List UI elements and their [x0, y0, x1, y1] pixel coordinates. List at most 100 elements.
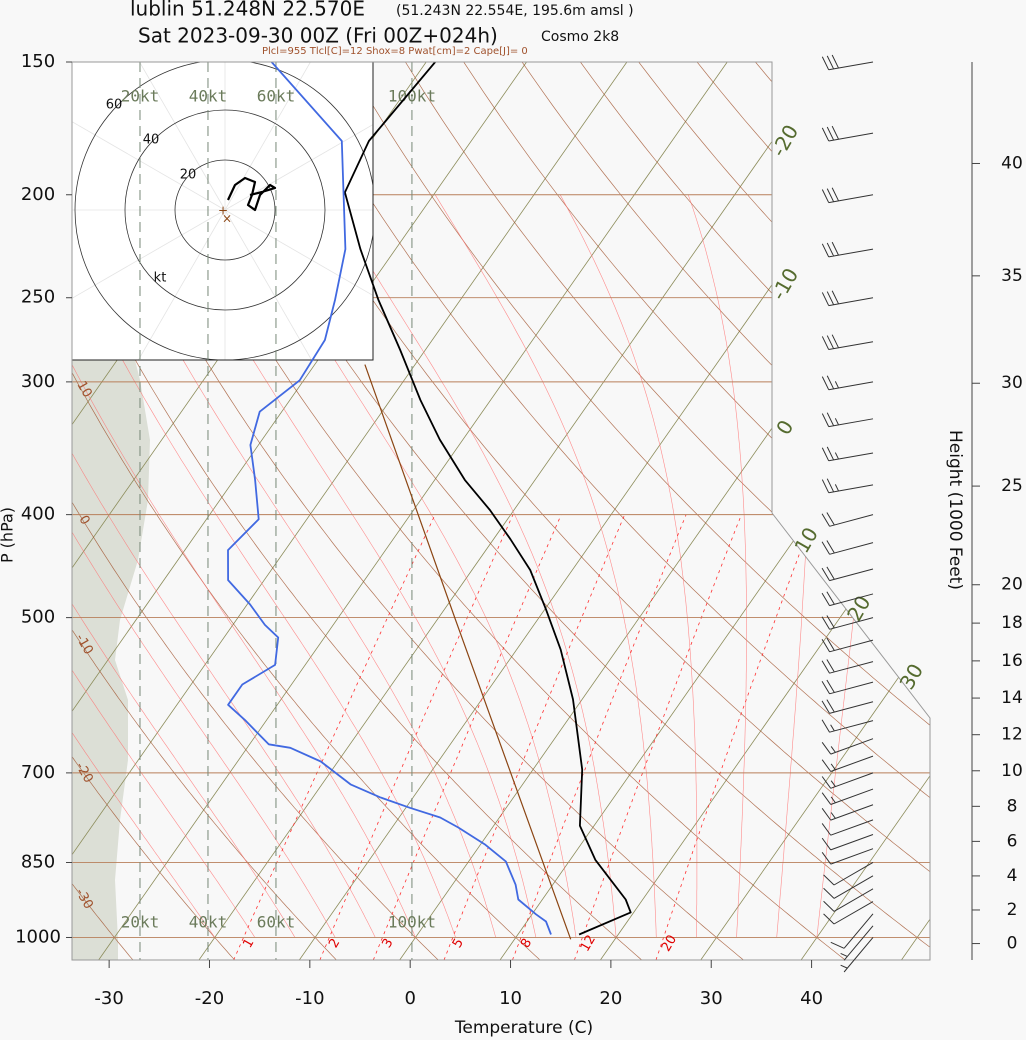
wind-barb [823, 862, 874, 886]
wind-barb [821, 615, 874, 630]
wind-scale-label: 60kt [257, 913, 296, 932]
x-tick-label: 40 [800, 988, 823, 1009]
moist-adiabat [72, 194, 215, 938]
hodograph-ring [74, 62, 373, 360]
hodograph-unit: kt [154, 271, 167, 286]
wind-barb [821, 659, 874, 674]
wind-barb [830, 913, 874, 949]
wind-barb [821, 772, 874, 789]
moist-adiabat [235, 194, 577, 938]
wind-barb [821, 804, 874, 821]
mixing-ratio-line [574, 514, 742, 960]
indices: Plcl=955 Tlcl[C]=12 Shox=8 Pwat[cm]=2 Ca… [262, 46, 528, 57]
moist-adiabat [434, 194, 657, 938]
x-tick-label: 10 [499, 988, 522, 1009]
hodograph-ring-label: 20 [180, 168, 197, 183]
y-tick-label: 150 [21, 51, 55, 72]
profiles [227, 62, 632, 940]
isotherm [72, 62, 628, 960]
moist-adiabat [95, 194, 496, 938]
y-axis-label: P (hPa) [0, 507, 17, 563]
wind-barb [821, 54, 874, 71]
wind-barb [821, 679, 874, 695]
wind-barb [821, 187, 874, 204]
wind-scale-label: 20kt [121, 87, 160, 106]
profile-line [227, 62, 552, 935]
title: lublin 51.248N 22.570E [130, 0, 365, 21]
wind-barb [821, 591, 874, 607]
y-tick-label: 700 [21, 762, 55, 783]
y2-tick-label: 8 [1007, 796, 1018, 816]
isotherm [72, 62, 527, 960]
moist-adiabat [72, 194, 296, 938]
wind-barb [840, 925, 874, 961]
wind-barb [821, 788, 874, 805]
mixing-ratio-line [372, 514, 562, 960]
x-tick-label: -20 [195, 988, 224, 1009]
moist-adiabat [72, 194, 256, 938]
y2-tick-label: 20 [1001, 575, 1023, 595]
wind-barb [821, 719, 874, 733]
wind-barb [821, 290, 874, 307]
wind-barb [821, 834, 874, 851]
mixing-ratio-label: 12 [578, 933, 599, 955]
isotherm [98, 62, 728, 960]
wind-barb [823, 875, 874, 899]
x-axis-label: Temperature (C) [454, 1018, 593, 1038]
model: Cosmo 2k8 [541, 29, 619, 45]
y2-tick-label: 14 [1001, 688, 1023, 708]
wind-barb [821, 125, 874, 142]
moist-adiabat [72, 194, 416, 938]
x-tick-label: 0 [404, 988, 415, 1009]
isotherm [800, 62, 930, 960]
y-tick-label: 250 [21, 287, 55, 308]
moist-adiabat [159, 194, 537, 938]
y2-tick-label: 25 [1001, 476, 1023, 496]
dry-adiabat [72, 62, 439, 960]
profile-line [343, 62, 632, 936]
mixing-ratio-line [319, 514, 514, 960]
profile-line [364, 364, 572, 940]
wind-scale-label: 60kt [257, 87, 296, 106]
dry-adiabat [72, 62, 337, 960]
wind-scale-label: 20kt [121, 913, 160, 932]
mixing-ratio-line [443, 514, 626, 960]
y2-tick-label: 10 [1001, 761, 1023, 781]
wind-barb [823, 888, 874, 912]
mixing-ratio-line [512, 514, 687, 960]
dry-adiabat-label: 10 [73, 379, 94, 401]
wind-barb [821, 699, 874, 714]
moist-adiabat [72, 194, 336, 938]
wind-barb [821, 512, 874, 527]
hodograph-ring-label: 40 [143, 133, 160, 148]
x-tick-label: 20 [599, 988, 622, 1009]
hodograph-marker: + [218, 204, 228, 218]
y-tick-label: 200 [21, 184, 55, 205]
dry-adiabat [72, 62, 134, 960]
moist-adiabat [326, 194, 617, 938]
hodograph-ring [174, 159, 276, 261]
wind-barb [821, 738, 874, 755]
y2-tick-label: 6 [1007, 831, 1018, 851]
wind-barb [821, 241, 874, 258]
x-tick-label: 30 [700, 988, 723, 1009]
wind-scale-label: 40kt [189, 87, 228, 106]
wind-barb [821, 412, 874, 428]
wind-barb [821, 848, 874, 865]
wind-barb [821, 334, 874, 350]
wind-scale-label: 100kt [388, 87, 436, 106]
wind-barbs [821, 54, 874, 973]
y-tick-label: 500 [21, 607, 55, 628]
isotherm [700, 62, 930, 960]
x-tick-label: -10 [295, 988, 324, 1009]
y-tick-label: 1000 [15, 926, 61, 947]
wind-scale-label: 40kt [189, 913, 228, 932]
y2-axis-label: Height (1000 Feet) [945, 430, 965, 590]
y2-tick-label: 35 [1001, 266, 1023, 286]
subtitle: Sat 2023-09-30 00Z (Fri 00Z+024h) [138, 24, 498, 48]
location-detail: (51.243N 22.554E, 195.6m amsl ) [396, 3, 634, 19]
wind-barb [821, 819, 874, 836]
